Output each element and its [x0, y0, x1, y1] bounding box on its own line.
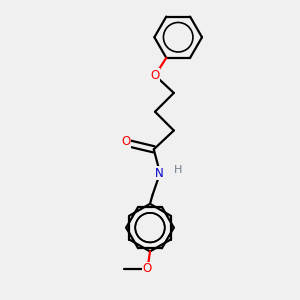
Text: N: N	[155, 167, 164, 180]
Text: H: H	[173, 165, 182, 175]
Text: O: O	[150, 69, 160, 82]
Text: O: O	[121, 135, 130, 148]
Text: O: O	[143, 262, 152, 275]
